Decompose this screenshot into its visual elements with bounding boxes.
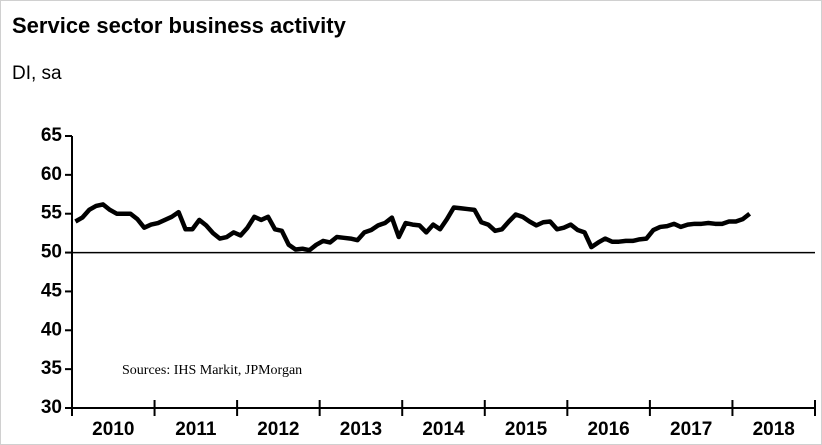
x-tick-label: 2016 (587, 419, 629, 440)
x-tick-label: 2018 (753, 419, 795, 440)
x-tick-label: 2012 (257, 419, 299, 440)
y-tick-label: 50 (41, 242, 62, 263)
y-tick-label: 40 (41, 319, 62, 340)
y-tick-label: 65 (41, 125, 63, 146)
annotation: Sources: IHS Markit, JPMorgan (122, 363, 302, 378)
x-tick-label: 2014 (422, 419, 465, 440)
x-tick-label: 2011 (175, 419, 217, 440)
x-tick-label: 2013 (340, 419, 382, 440)
chart-title: Service sector business activity (12, 13, 347, 38)
y-tick-label: 60 (41, 164, 62, 185)
x-tick-label: 2010 (92, 419, 134, 440)
y-tick-label: 55 (41, 203, 63, 224)
x-tick-label: 2015 (505, 419, 548, 440)
x-tick-label: 2017 (670, 419, 712, 440)
y-tick-label: 35 (41, 358, 63, 379)
y-tick-label: 30 (41, 397, 62, 418)
data-line (74, 202, 752, 253)
subtitle: DI, sa (12, 63, 62, 84)
y-tick-label: 45 (41, 280, 63, 301)
